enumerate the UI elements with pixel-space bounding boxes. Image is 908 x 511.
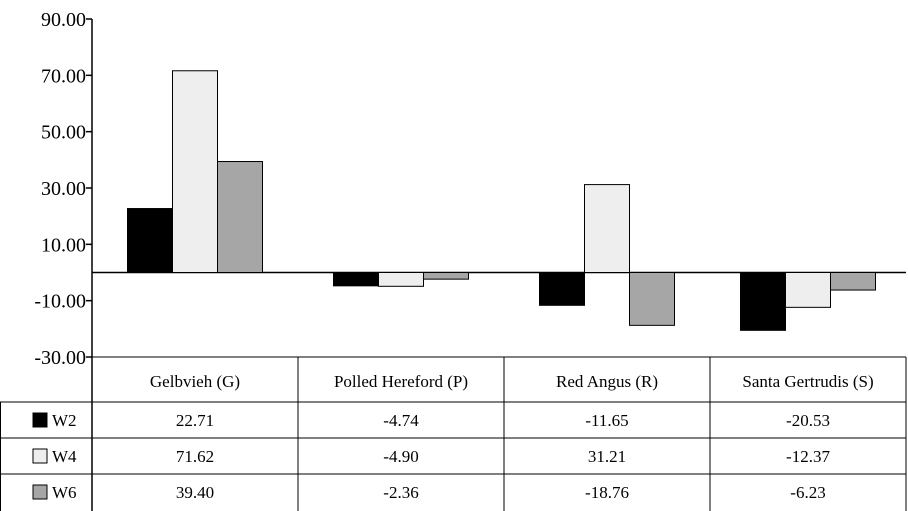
bar-w6	[629, 272, 675, 326]
category-label: Gelbvieh (G)	[150, 372, 240, 391]
y-tick-label: 90.00	[41, 9, 86, 31]
table-cell-value: -18.76	[585, 483, 629, 502]
bar-w6	[217, 161, 263, 273]
legend-key-w4	[32, 448, 48, 464]
y-tick-label: 30.00	[41, 178, 86, 200]
bar-w4	[785, 272, 831, 308]
table-cell-value: -12.37	[786, 447, 830, 466]
table-cell-value: 39.40	[176, 483, 214, 502]
table-cell-value: 22.71	[176, 411, 214, 430]
bar-w4	[172, 70, 218, 273]
y-tick-label: -10.00	[34, 291, 86, 313]
bar-w2	[127, 208, 173, 273]
bar-w2	[539, 272, 585, 306]
bar-w4	[584, 184, 630, 273]
series-name: W4	[52, 447, 77, 466]
bar-w4	[378, 272, 424, 287]
series-name: W2	[52, 411, 77, 430]
table-cell-value: -4.90	[383, 447, 418, 466]
y-tick-label: 70.00	[41, 65, 86, 87]
legend-key-w2	[32, 412, 48, 428]
table-cell-value: 71.62	[176, 447, 214, 466]
y-tick-label: -30.00	[34, 347, 86, 369]
series-name: W6	[52, 483, 77, 502]
axis-layer: 90.00 70.00 50.00 30.00 10.00 -10.00 -30.00	[34, 9, 906, 511]
y-tick-label: 50.00	[41, 122, 86, 144]
bar-layer	[127, 70, 876, 331]
table-cell-value: -4.74	[383, 411, 419, 430]
legend-key-w6	[32, 484, 48, 500]
data-table: Gelbvieh (G) Polled Hereford (P) Red Angus…	[0, 357, 907, 511]
category-label: Red Angus (R)	[556, 372, 658, 391]
bar-w6	[830, 272, 876, 291]
category-label: Polled Hereford (P)	[334, 372, 468, 391]
table-cell-value: 31.21	[588, 447, 626, 466]
category-label: Santa Gertrudis (S)	[742, 372, 873, 391]
bar-w2	[740, 272, 786, 331]
bar-w6	[423, 272, 469, 280]
table-cell-value: -2.36	[383, 483, 418, 502]
y-tick-label: 10.00	[41, 234, 86, 256]
table-cell-value: -20.53	[786, 411, 830, 430]
bar-w2	[333, 272, 379, 287]
table-cell-value: -6.23	[790, 483, 825, 502]
table-cell-value: -11.65	[585, 411, 628, 430]
